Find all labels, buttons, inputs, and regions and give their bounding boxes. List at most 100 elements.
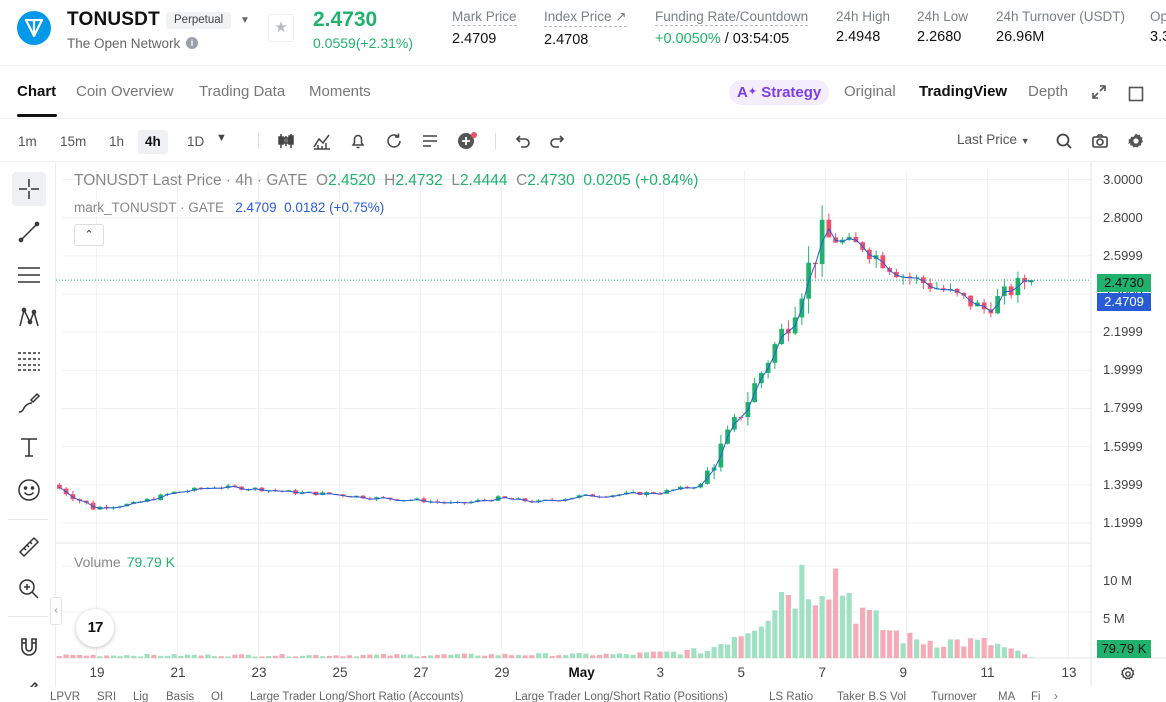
ruler-tool-icon[interactable]	[12, 530, 46, 564]
volume-bar	[488, 654, 494, 658]
stat-value: 2.4948	[836, 29, 881, 45]
indicator-oi[interactable]: OI	[211, 691, 224, 702]
volume-bar	[920, 644, 926, 658]
replay-icon[interactable]	[384, 131, 404, 151]
volume-bar	[576, 652, 582, 658]
indicator-sri[interactable]: SRI	[97, 691, 117, 702]
indicator-basis[interactable]: Basis	[166, 691, 195, 702]
volume-bar	[880, 629, 886, 658]
time-axis-tick: 7	[818, 665, 827, 680]
crosshair-tool-icon[interactable]	[12, 172, 46, 206]
text-tool-icon[interactable]	[12, 430, 46, 464]
symbol-dropdown-icon[interactable]: ▼	[240, 15, 250, 26]
timeframe-15m[interactable]: 15m	[60, 134, 87, 149]
view-depth[interactable]: Depth	[1028, 83, 1069, 100]
brush-tool-icon[interactable]	[12, 387, 46, 421]
volume-bar	[785, 595, 791, 658]
stat-mark-price: Mark Price 2.4709	[452, 9, 517, 47]
settings-gear-icon[interactable]	[1126, 131, 1146, 151]
volume-bar	[313, 654, 319, 658]
candlestick-type-icon[interactable]	[276, 131, 296, 151]
indicator-ma[interactable]: MA	[998, 691, 1016, 702]
price-axis-tick: 1.5999	[1103, 438, 1143, 454]
zoom-in-tool-icon[interactable]	[12, 572, 46, 606]
volume-bar	[610, 654, 616, 658]
redo-icon[interactable]	[548, 131, 568, 151]
volume-bar	[374, 654, 380, 658]
time-axis-tick: 19	[89, 665, 105, 680]
indicator-fi[interactable]: Fi	[1031, 691, 1041, 702]
collapse-toolbar-icon[interactable]: ‹	[50, 597, 62, 625]
tab-coin-overview[interactable]: Coin Overview	[76, 83, 174, 100]
indicator-ls-ratio[interactable]: LS Ratio	[769, 691, 814, 702]
volume-bar	[563, 655, 569, 658]
volume-bar	[900, 643, 906, 658]
legend-change: 0.0205 (+0.84%)	[583, 172, 699, 189]
main-series-legend: TONUSDT Last Price · 4h · GATE O2.4520 H…	[74, 172, 698, 190]
volume-bar	[124, 655, 130, 658]
indicator-large-trader-accounts[interactable]: Large Trader Long/Short Ratio (Accounts)	[250, 691, 464, 702]
emoji-tool-icon[interactable]	[12, 473, 46, 507]
indicator-turnover[interactable]: Turnover	[931, 691, 977, 702]
favorite-star-icon[interactable]: ★	[268, 14, 294, 42]
timeframe-1m[interactable]: 1m	[18, 134, 37, 149]
tradingview-logo[interactable]: 17	[76, 609, 114, 647]
volume-bar	[704, 650, 710, 658]
volume-bar	[495, 655, 501, 658]
timeframe-dropdown-icon[interactable]: ▼	[216, 132, 227, 144]
contract-type-badge: Perpetual	[166, 12, 232, 29]
expand-icon[interactable]	[1091, 84, 1107, 105]
scroll-right-icon[interactable]: ›	[1054, 691, 1058, 702]
volume-bar	[758, 626, 764, 658]
chart-canvas[interactable]	[56, 162, 1166, 687]
indicator-taker-bs-vol[interactable]: Taker B.S Vol	[837, 691, 907, 702]
volume-bar	[239, 654, 245, 658]
magnet-tool-icon[interactable]	[12, 630, 46, 664]
info-icon[interactable]: i	[186, 37, 198, 49]
toolbar-divider	[495, 133, 496, 149]
price-chart[interactable]: TONUSDT Last Price · 4h · GATE O2.4520 H…	[56, 162, 1166, 687]
collapse-legend-button[interactable]: ⌃	[74, 224, 104, 246]
symbol-name[interactable]: TONUSDT	[67, 9, 160, 30]
indicator-lpvr[interactable]: LPVR	[50, 691, 81, 702]
volume-bar	[887, 630, 893, 658]
timeframe-1h[interactable]: 1h	[109, 134, 125, 149]
tab-trading-data[interactable]: Trading Data	[199, 83, 286, 100]
volume-bar	[461, 653, 467, 658]
tab-chart[interactable]: Chart	[17, 83, 57, 100]
popout-window-icon[interactable]	[1128, 86, 1144, 107]
alert-bell-icon[interactable]	[348, 131, 368, 151]
undo-icon[interactable]	[512, 131, 532, 151]
timeframe-1d[interactable]: 1D	[187, 134, 205, 149]
trend-line-tool-icon[interactable]	[12, 215, 46, 249]
view-tradingview[interactable]: TradingView	[919, 83, 1008, 100]
camera-icon[interactable]	[1090, 131, 1110, 151]
fibonacci-tool-icon[interactable]	[12, 344, 46, 378]
add-indicator-icon[interactable]	[456, 131, 477, 151]
price-type-select[interactable]: Last Price ▼	[957, 132, 1030, 147]
legend-title: TONUSDT Last Price · 4h · GATE	[74, 172, 308, 189]
tab-moments[interactable]: Moments	[309, 83, 371, 100]
volume-bar	[407, 654, 413, 658]
stat-index-price[interactable]: Index Price ↗ 2.4708	[544, 9, 627, 48]
view-original[interactable]: Original	[844, 83, 896, 100]
strategy-button[interactable]: A✦ Strategy	[729, 80, 830, 105]
templates-icon[interactable]	[420, 131, 440, 151]
volume-bar	[819, 596, 825, 658]
pattern-tool-icon[interactable]	[12, 301, 46, 335]
stat-label: Funding Rate/Countdown	[655, 9, 809, 26]
volume-bar	[1008, 648, 1014, 658]
volume-bar	[401, 654, 407, 658]
mark-price-tag: 2.4709	[1097, 293, 1151, 311]
active-tab-indicator	[17, 114, 57, 117]
search-icon[interactable]	[1054, 131, 1074, 151]
horizontal-lines-tool-icon[interactable]	[12, 258, 46, 292]
volume-bar	[522, 655, 528, 658]
indicator-liq[interactable]: Lig	[133, 691, 149, 702]
timeframe-4h[interactable]: 4h	[138, 130, 168, 154]
indicator-large-trader-positions[interactable]: Large Trader Long/Short Ratio (Positions…	[515, 691, 728, 702]
time-axis-tick: 27	[413, 665, 429, 680]
indicators-icon[interactable]	[312, 131, 332, 151]
volume-bar	[185, 654, 191, 658]
volume-bar	[644, 652, 650, 658]
